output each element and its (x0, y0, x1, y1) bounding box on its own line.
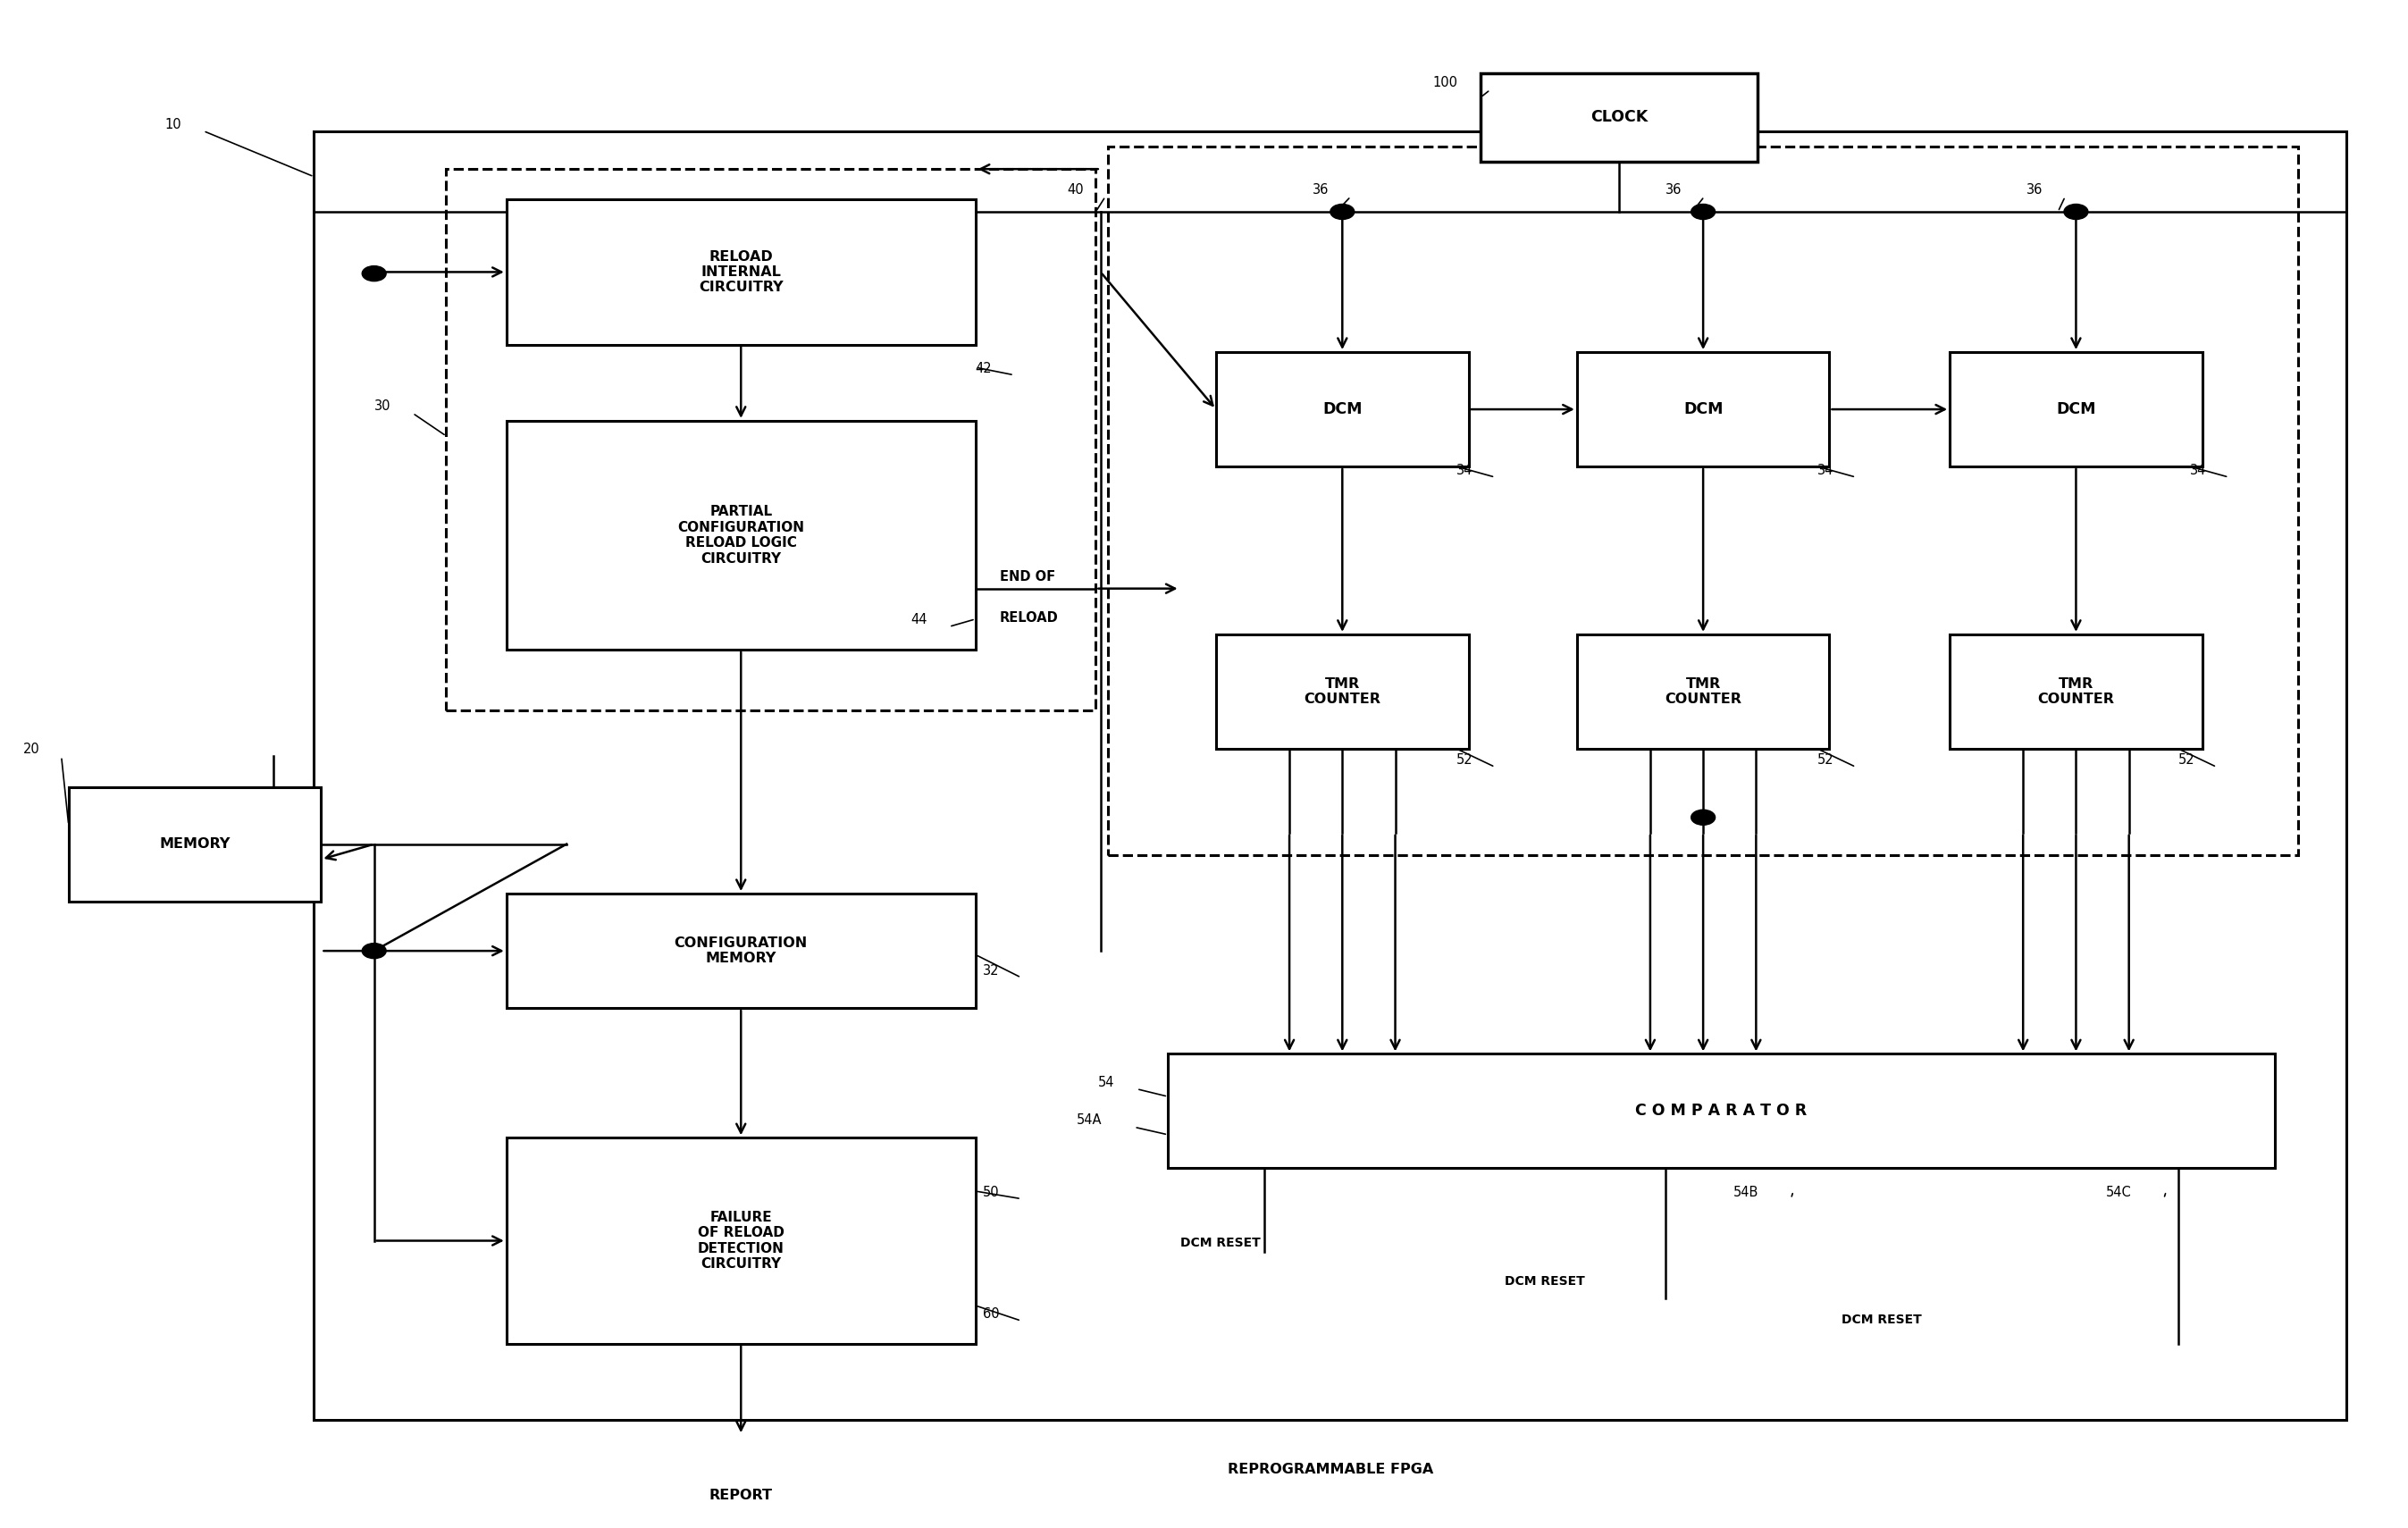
Text: CONFIGURATION
MEMORY: CONFIGURATION MEMORY (674, 937, 807, 966)
Circle shape (1690, 205, 1714, 220)
Text: 50: 50 (982, 1186, 999, 1199)
Text: TMR
COUNTER: TMR COUNTER (2037, 677, 2114, 706)
Text: DCM: DCM (1322, 402, 1363, 417)
Circle shape (1690, 810, 1714, 825)
FancyBboxPatch shape (313, 131, 2348, 1420)
Circle shape (1329, 205, 1353, 220)
Text: 54: 54 (1098, 1076, 1115, 1089)
Text: DCM RESET: DCM RESET (1842, 1313, 1922, 1326)
Text: 52: 52 (2179, 753, 2194, 767)
FancyBboxPatch shape (506, 894, 975, 1008)
Text: 30: 30 (373, 400, 390, 413)
Text: END OF: END OF (999, 570, 1055, 584)
Text: 36: 36 (1312, 183, 1329, 197)
FancyBboxPatch shape (506, 420, 975, 649)
Text: 54A: 54A (1076, 1114, 1103, 1128)
Text: 54B: 54B (1734, 1186, 1758, 1199)
Text: 20: 20 (24, 743, 39, 756)
Text: 40: 40 (1067, 183, 1084, 197)
Text: REPORT: REPORT (710, 1488, 773, 1502)
Text: 60: 60 (982, 1308, 999, 1320)
Text: 34: 34 (1818, 465, 1835, 477)
Text: TMR
COUNTER: TMR COUNTER (1303, 677, 1380, 706)
Text: 54C: 54C (2107, 1186, 2131, 1199)
FancyBboxPatch shape (1577, 634, 1830, 749)
Text: FAILURE
OF RELOAD
DETECTION
CIRCUITRY: FAILURE OF RELOAD DETECTION CIRCUITRY (698, 1210, 785, 1271)
Text: MEMORY: MEMORY (159, 837, 231, 851)
Text: RELOAD: RELOAD (999, 611, 1057, 625)
FancyBboxPatch shape (1216, 634, 1469, 749)
FancyBboxPatch shape (1216, 351, 1469, 466)
Text: 52: 52 (1457, 753, 1474, 767)
Text: REPROGRAMMABLE FPGA: REPROGRAMMABLE FPGA (1228, 1462, 1433, 1476)
Text: DCM RESET: DCM RESET (1180, 1236, 1259, 1250)
FancyBboxPatch shape (506, 200, 975, 344)
FancyBboxPatch shape (1950, 351, 2203, 466)
FancyBboxPatch shape (1481, 73, 1758, 162)
Text: DCM: DCM (2056, 402, 2095, 417)
Text: DCM RESET: DCM RESET (1505, 1274, 1584, 1288)
Text: 44: 44 (910, 613, 927, 626)
Text: PARTIAL
CONFIGURATION
RELOAD LOGIC
CIRCUITRY: PARTIAL CONFIGURATION RELOAD LOGIC CIRCU… (677, 506, 804, 565)
Text: 32: 32 (982, 964, 999, 978)
Text: 10: 10 (164, 118, 181, 131)
FancyBboxPatch shape (1950, 634, 2203, 749)
Text: 42: 42 (975, 362, 992, 374)
FancyBboxPatch shape (1577, 351, 1830, 466)
Text: C O M P A R A T O R: C O M P A R A T O R (1635, 1103, 1806, 1118)
Text: 100: 100 (1433, 76, 1457, 90)
Text: 52: 52 (1818, 753, 1835, 767)
Text: 34: 34 (2191, 465, 2206, 477)
FancyBboxPatch shape (1168, 1054, 2276, 1169)
Circle shape (361, 943, 385, 958)
FancyBboxPatch shape (67, 787, 320, 902)
Text: RELOAD
INTERNAL
CIRCUITRY: RELOAD INTERNAL CIRCUITRY (698, 249, 783, 295)
FancyBboxPatch shape (506, 1138, 975, 1343)
Circle shape (361, 266, 385, 281)
Text: 36: 36 (1666, 183, 1683, 197)
Circle shape (2064, 205, 2088, 220)
Text: 34: 34 (1457, 465, 1474, 477)
Text: CLOCK: CLOCK (1589, 108, 1647, 125)
Text: 36: 36 (2028, 183, 2042, 197)
Text: TMR
COUNTER: TMR COUNTER (1664, 677, 1741, 706)
Text: DCM: DCM (1683, 402, 1724, 417)
